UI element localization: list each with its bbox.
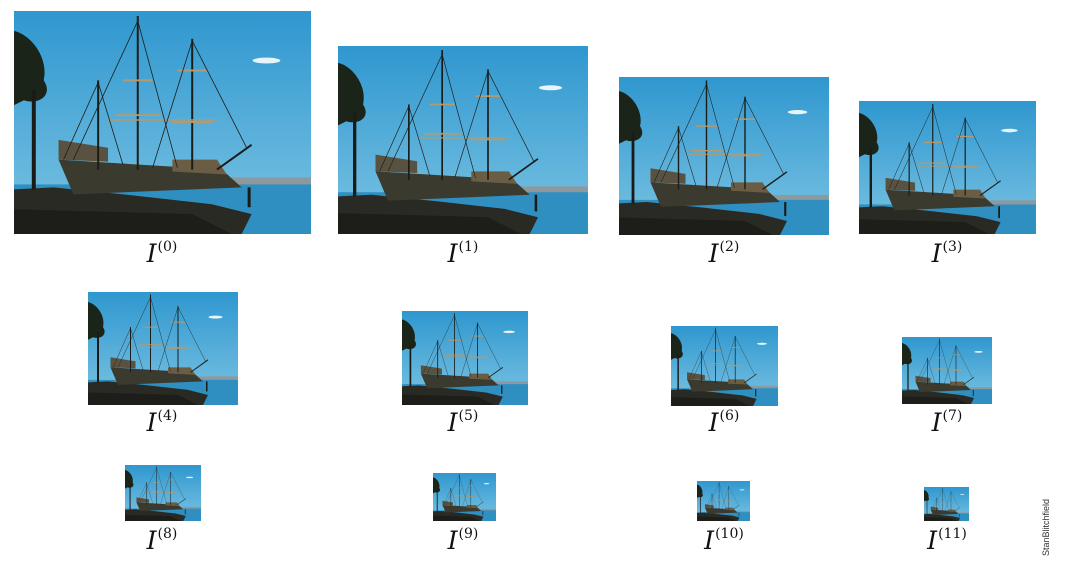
level-label-9: I(9) bbox=[448, 527, 479, 553]
pyramid-image-level-6 bbox=[671, 326, 778, 406]
pyramid-image-level-9 bbox=[433, 473, 496, 521]
pyramid-image-level-10 bbox=[697, 481, 750, 521]
pyramid-image-level-8 bbox=[125, 465, 201, 521]
level-label-8: I(8) bbox=[147, 527, 178, 553]
pyramid-image-level-0 bbox=[14, 11, 311, 234]
tall-ship-photo bbox=[402, 311, 528, 405]
tall-ship-photo bbox=[619, 77, 829, 235]
level-label-7: I(7) bbox=[932, 409, 963, 435]
tall-ship-photo bbox=[902, 337, 992, 404]
pyramid-image-level-2 bbox=[619, 77, 829, 235]
tall-ship-photo bbox=[433, 473, 496, 521]
pyramid-image-level-4 bbox=[88, 292, 238, 405]
pyramid-image-level-1 bbox=[338, 46, 588, 234]
level-label-6: I(6) bbox=[709, 409, 740, 435]
pyramid-image-level-5 bbox=[402, 311, 528, 405]
level-label-0: I(0) bbox=[147, 240, 178, 266]
tall-ship-photo bbox=[125, 465, 201, 521]
tall-ship-photo bbox=[671, 326, 778, 406]
tall-ship-photo bbox=[859, 101, 1036, 234]
level-label-5: I(5) bbox=[448, 409, 479, 435]
tall-ship-photo bbox=[14, 11, 311, 234]
level-label-10: I(10) bbox=[704, 527, 744, 553]
tall-ship-photo bbox=[924, 487, 969, 521]
photo-credit: StanBlitchfield bbox=[1041, 499, 1051, 556]
level-label-3: I(3) bbox=[932, 240, 963, 266]
pyramid-image-level-11 bbox=[924, 487, 969, 521]
tall-ship-photo bbox=[697, 481, 750, 521]
pyramid-image-level-7 bbox=[902, 337, 992, 404]
pyramid-image-level-3 bbox=[859, 101, 1036, 234]
level-label-1: I(1) bbox=[448, 240, 479, 266]
level-label-2: I(2) bbox=[709, 240, 740, 266]
tall-ship-photo bbox=[338, 46, 588, 234]
level-label-11: I(11) bbox=[927, 527, 967, 553]
level-label-4: I(4) bbox=[147, 409, 178, 435]
tall-ship-photo bbox=[88, 292, 238, 405]
